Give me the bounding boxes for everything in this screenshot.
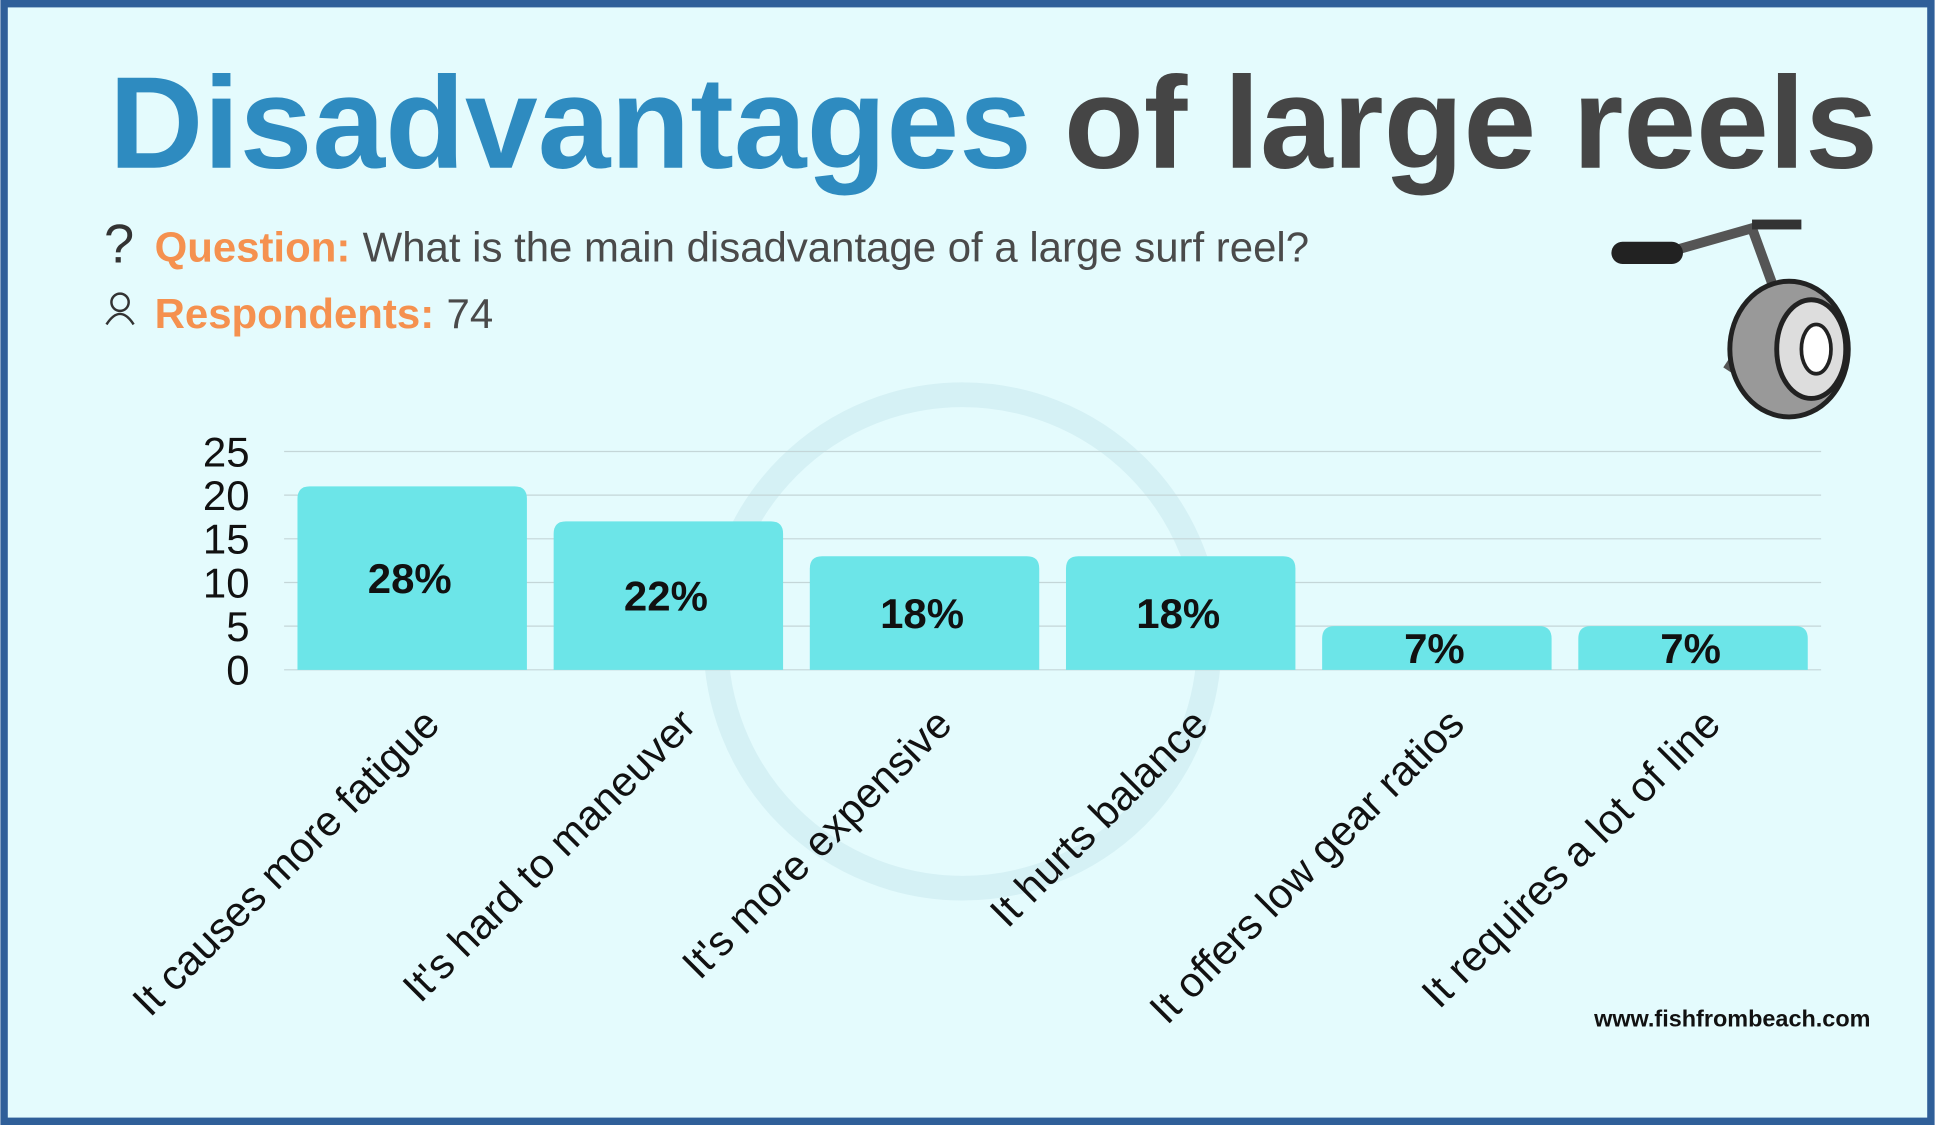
bar [1065, 556, 1296, 670]
value-label: 18% [1136, 590, 1220, 637]
respondents-line: Respondents: 74 [155, 290, 494, 337]
question-icon: ? [104, 214, 134, 275]
value-label: 28% [368, 555, 452, 602]
respondents-value: 74 [447, 290, 494, 337]
value-label: 18% [880, 590, 964, 637]
question-line: Question: What is the main disadvantage o… [155, 224, 1309, 271]
value-label: 7% [1404, 625, 1465, 672]
reel-illustration [1611, 219, 1851, 420]
title-highlight: Disadvantages [109, 50, 1032, 196]
bar [297, 486, 527, 670]
y-tick-label: 25 [203, 428, 250, 475]
respondents-label: Respondents: [155, 290, 435, 337]
bar [1578, 626, 1808, 670]
bar [553, 521, 784, 670]
chart-title: Disadvantages of large reels [109, 50, 1878, 196]
value-label: 7% [1660, 625, 1721, 672]
bar [1322, 626, 1552, 670]
value-label: 22% [624, 572, 708, 619]
question-text: What is the main disadvantage of a large… [363, 224, 1309, 271]
person-icon [105, 292, 135, 326]
bar [809, 556, 1040, 670]
y-tick-label: 0 [226, 647, 249, 694]
y-tick-label: 10 [203, 559, 250, 606]
y-tick-label: 5 [226, 603, 249, 650]
title-rest: of large reels [1064, 50, 1878, 196]
y-tick-label: 20 [203, 472, 250, 519]
question-label: Question: [155, 224, 351, 271]
y-tick-label: 15 [203, 516, 250, 563]
source: www.fishfrombeach.com [1593, 1005, 1870, 1031]
